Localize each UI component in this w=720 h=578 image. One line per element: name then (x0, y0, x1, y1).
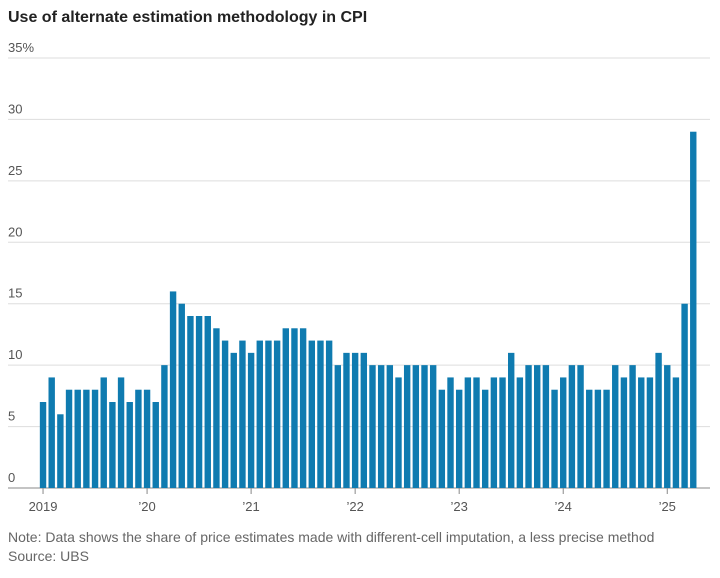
bar (499, 377, 506, 488)
bar (369, 365, 376, 488)
bar (178, 303, 185, 488)
bar (438, 389, 446, 488)
bar (646, 377, 654, 488)
bar (455, 389, 463, 488)
bar (473, 377, 480, 488)
bar (91, 389, 99, 488)
x-tick-label: ’23 (451, 499, 468, 514)
bar (664, 365, 671, 488)
bar (638, 377, 645, 488)
bar (568, 365, 576, 488)
bar (629, 365, 636, 488)
bar (351, 352, 359, 488)
bar (655, 352, 662, 488)
x-tick-label: ’20 (138, 499, 155, 514)
bar (83, 389, 90, 488)
bar (48, 377, 55, 488)
x-tick-label: ’22 (346, 499, 363, 514)
bar (525, 365, 532, 488)
bar (239, 340, 246, 488)
bar (447, 377, 454, 488)
bar (100, 377, 107, 488)
bar (690, 131, 697, 488)
bar (299, 328, 307, 488)
bar (464, 377, 472, 488)
bar (343, 352, 350, 488)
bar (612, 365, 619, 488)
bar (273, 340, 281, 488)
bar (560, 377, 567, 488)
bar (195, 316, 203, 488)
bar (412, 365, 420, 488)
x-tick-label: ’24 (555, 499, 572, 514)
bar (551, 389, 558, 488)
bar (230, 352, 237, 488)
chart-title: Use of alternate estimation methodology … (8, 9, 367, 26)
x-tick-label: 2019 (29, 499, 58, 514)
bar (65, 389, 73, 488)
bar (291, 328, 298, 488)
bar (325, 340, 333, 488)
bar (516, 377, 524, 488)
y-tick-label: 15 (8, 286, 22, 301)
bar (403, 365, 411, 488)
bar (534, 365, 541, 488)
bar (603, 389, 610, 488)
bar (221, 340, 229, 488)
bar (421, 365, 428, 488)
y-tick-label: 5 (8, 409, 15, 424)
bar (57, 414, 64, 488)
bar (308, 340, 315, 488)
bar (508, 352, 515, 488)
bar (169, 291, 177, 488)
bar (204, 316, 211, 488)
x-tick-label: ’25 (659, 499, 676, 514)
y-tick-label: 35% (8, 40, 34, 55)
bar (74, 389, 81, 488)
bar (317, 340, 324, 488)
bar (126, 402, 133, 488)
bar (265, 340, 272, 488)
y-tick-label: 30 (8, 101, 22, 116)
bar (334, 365, 342, 488)
y-tick-label: 20 (8, 224, 22, 239)
bar (360, 352, 368, 488)
bar (577, 365, 584, 488)
bar (672, 377, 680, 488)
bar (161, 365, 168, 488)
note: Note: Data shows the share of price esti… (8, 529, 654, 545)
y-tick-label: 10 (8, 347, 22, 362)
bar (152, 402, 159, 488)
bar (586, 389, 593, 488)
y-tick-label: 0 (8, 470, 15, 485)
y-tick-label: 25 (8, 163, 22, 178)
bar (247, 352, 255, 488)
bar (594, 389, 602, 488)
bar (681, 303, 688, 488)
bar (481, 389, 489, 488)
bar (109, 402, 116, 488)
bar (490, 377, 498, 488)
bar (117, 377, 125, 488)
bar (39, 402, 47, 488)
bar (282, 328, 289, 488)
bar (213, 328, 220, 488)
bar (386, 365, 394, 488)
source: Source: UBS (8, 548, 89, 564)
bar (135, 389, 142, 488)
bar (542, 365, 550, 488)
bar (377, 365, 385, 488)
bar (395, 377, 402, 488)
bar (143, 389, 151, 488)
bar (429, 365, 437, 488)
x-tick-label: ’21 (242, 499, 259, 514)
bar (187, 316, 194, 488)
bar (256, 340, 263, 488)
bar (620, 377, 628, 488)
